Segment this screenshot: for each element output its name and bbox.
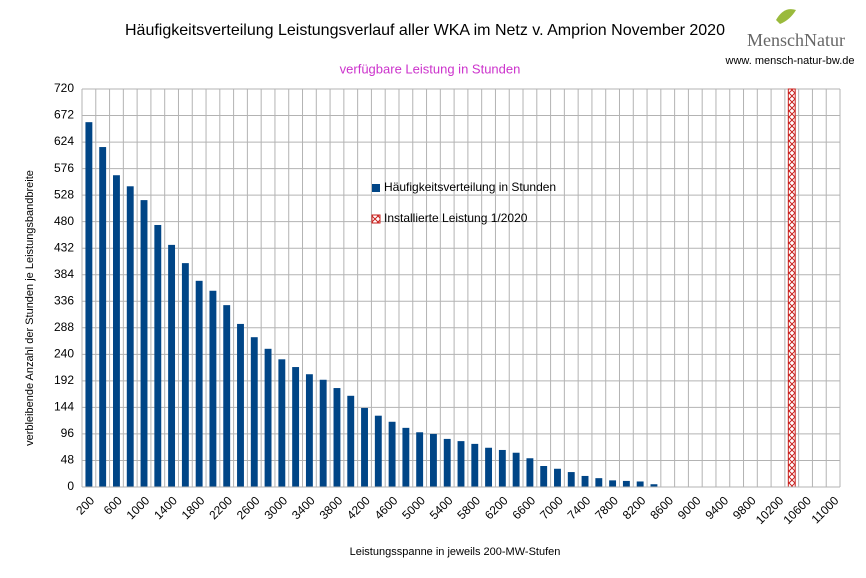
y-axis-label: verbleibende Anzahl der Stunden je Leist… [24, 170, 36, 446]
chart-title: Häufigkeitsverteilung Leistungsverlauf a… [125, 22, 725, 39]
y-tick-label: 288 [54, 320, 74, 334]
y-tick-label: 528 [54, 187, 74, 201]
bar [512, 452, 520, 487]
x-tick-label: 11000 [809, 493, 842, 526]
x-tick-label: 7000 [537, 493, 566, 522]
y-tick-label: 624 [54, 134, 74, 148]
y-tick-label: 576 [54, 161, 74, 175]
x-tick-label: 1000 [124, 493, 153, 522]
bar [85, 122, 93, 488]
y-tick-label: 48 [61, 453, 75, 467]
x-tick-label: 10200 [753, 493, 787, 527]
bar [595, 478, 603, 487]
x-tick-label: 5800 [454, 493, 483, 522]
bar [237, 323, 244, 487]
bar [319, 379, 327, 487]
bar [140, 200, 148, 487]
y-tick-label: 672 [54, 108, 74, 122]
bar [99, 147, 107, 487]
y-tick-label: 0 [67, 479, 74, 493]
x-tick-label: 2600 [234, 493, 263, 522]
bar [333, 388, 341, 487]
x-tick-label: 200 [73, 493, 97, 517]
bar [416, 432, 424, 487]
y-tick-label: 384 [54, 267, 74, 281]
bar [787, 88, 796, 488]
bar [374, 415, 382, 487]
bar [250, 337, 258, 487]
bar [113, 175, 120, 487]
bar [361, 407, 368, 487]
bar [526, 458, 534, 487]
bar [305, 374, 313, 487]
bar [636, 481, 644, 487]
bar [540, 465, 548, 487]
x-tick-label: 3400 [289, 493, 318, 522]
x-tick-label: 3800 [317, 493, 346, 522]
bar [567, 472, 575, 487]
x-tick-label: 1400 [151, 493, 180, 522]
bar [581, 475, 589, 487]
x-tick-label: 6600 [509, 493, 538, 522]
bar [154, 224, 162, 487]
y-tick-label: 720 [54, 81, 74, 95]
y-tick-label: 432 [54, 240, 74, 254]
x-tick-label: 9400 [702, 493, 731, 522]
x-tick-label: 6200 [482, 493, 511, 522]
bar [278, 359, 286, 487]
y-tick-label: 96 [61, 426, 75, 440]
bar [388, 421, 396, 487]
bar [457, 441, 465, 487]
bar [443, 438, 451, 487]
x-tick-label: 2200 [206, 493, 235, 522]
x-tick-label: 10600 [780, 493, 814, 527]
legend-swatch [371, 214, 381, 224]
bar [126, 186, 134, 488]
chart-subtitle: verfügbare Leistung in Stunden [340, 61, 521, 76]
bar [292, 367, 300, 487]
bar [622, 480, 630, 487]
legend-swatch [372, 184, 380, 192]
x-tick-label: 4200 [344, 493, 373, 522]
bar [554, 468, 561, 487]
bar [347, 395, 355, 487]
logo-leaf [776, 9, 796, 24]
x-tick-label: 9000 [675, 493, 704, 522]
x-tick-label: 3000 [261, 493, 290, 522]
legend-label: Häufigkeitsverteilung in Stunden [384, 180, 556, 194]
bar [223, 305, 231, 487]
bar [168, 244, 176, 487]
x-tick-label: 7800 [592, 493, 621, 522]
y-tick-label: 336 [54, 293, 74, 307]
bar [181, 263, 189, 487]
logo: MenschNatur [747, 30, 845, 50]
bar [209, 290, 217, 487]
y-tick-label: 144 [54, 400, 74, 414]
x-tick-label: 8600 [647, 493, 676, 522]
bar [264, 348, 272, 487]
y-tick-label: 240 [54, 347, 74, 361]
website: www. mensch-natur-bw.de [725, 55, 855, 67]
bar [650, 484, 658, 487]
x-tick-label: 5400 [427, 493, 456, 522]
y-tick-label: 192 [54, 373, 74, 387]
x-tick-label: 5000 [399, 493, 428, 522]
bar [498, 449, 506, 487]
bar [195, 280, 203, 487]
x-tick-label: 7400 [565, 493, 594, 522]
x-tick-label: 8200 [620, 493, 649, 522]
x-axis-label: Leistungsspanne in jeweils 200-MW-Stufen [350, 546, 561, 558]
x-tick-label: 4600 [372, 493, 401, 522]
x-tick-label: 1800 [179, 493, 208, 522]
legend-label: Installierte Leistung 1/2020 [384, 211, 528, 225]
bar [402, 427, 410, 487]
bar [485, 447, 493, 487]
y-tick-label: 480 [54, 214, 74, 228]
bar [471, 443, 479, 487]
bar [429, 433, 437, 487]
x-tick-label: 600 [101, 493, 125, 517]
bar [609, 480, 617, 487]
